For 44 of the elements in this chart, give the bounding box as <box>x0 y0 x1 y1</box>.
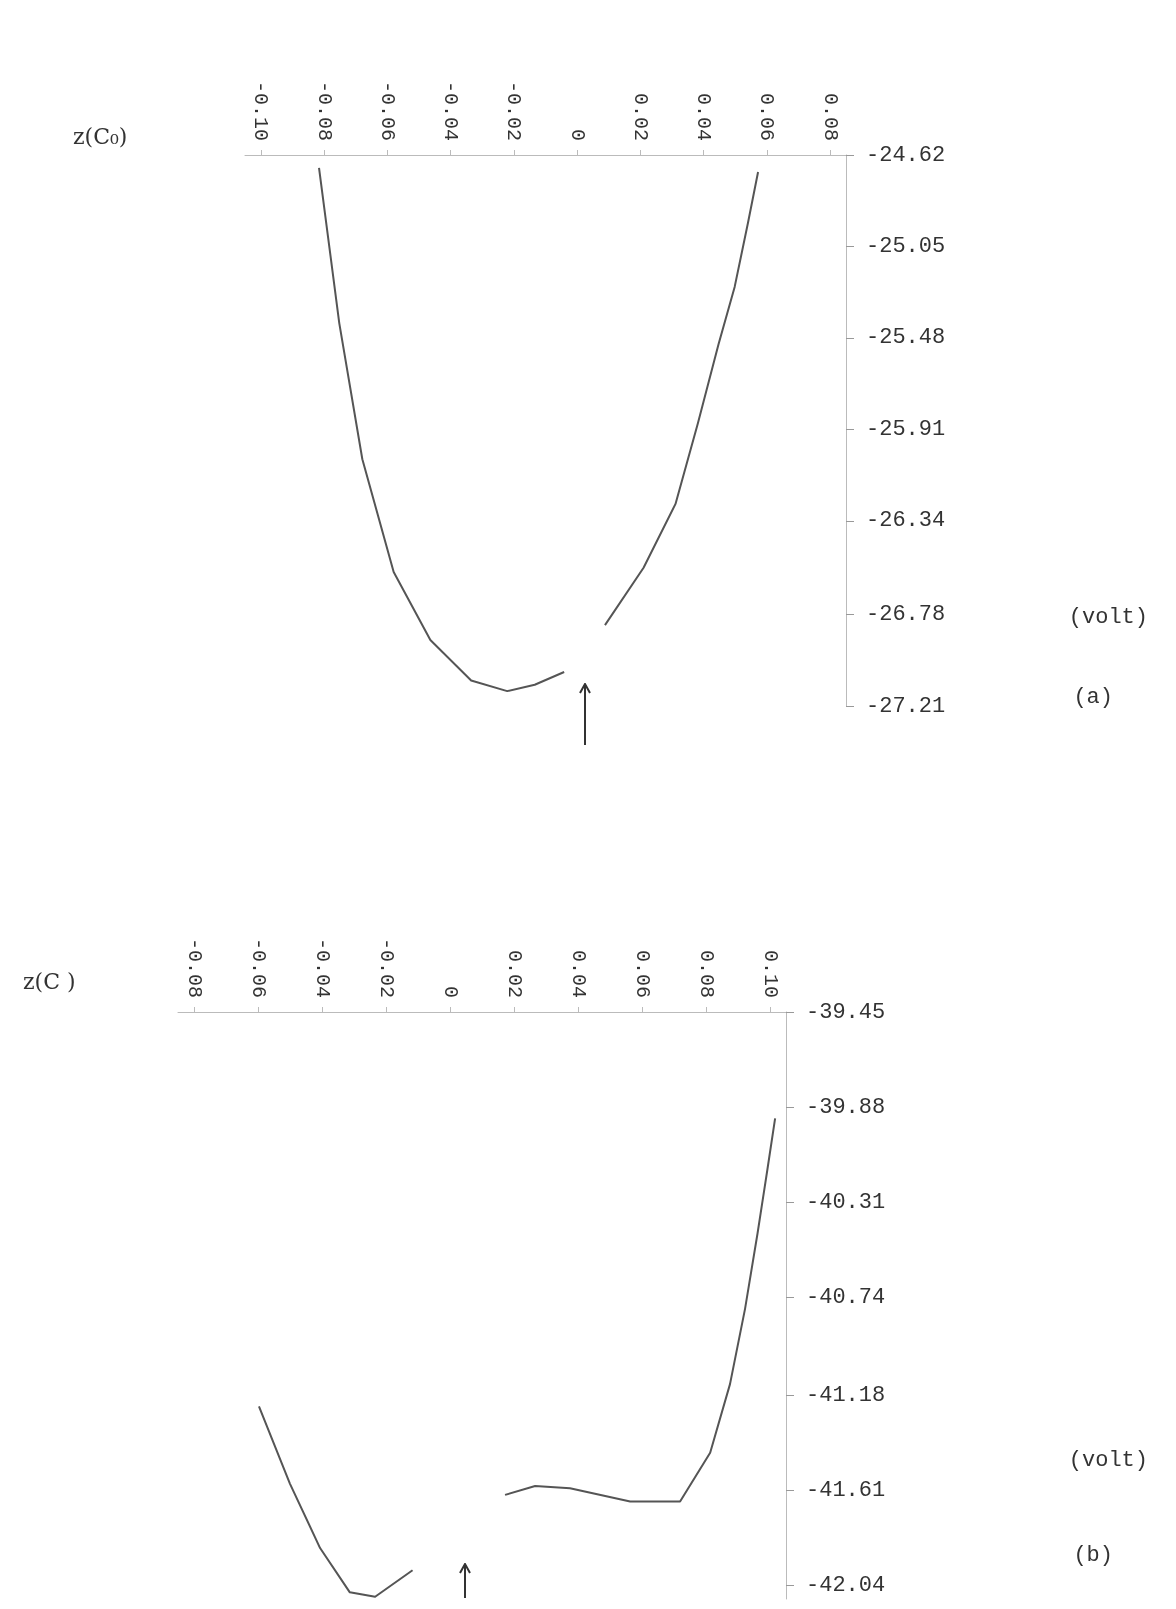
line-series <box>257 1405 414 1598</box>
y-tick-label: -26.34 <box>866 508 946 534</box>
y-tick-label: -42.04 <box>806 1573 886 1599</box>
y-tick-label: -27.21 <box>866 693 946 719</box>
x-tick-label: -0.04 <box>439 80 463 141</box>
x-tick-label: -0.08 <box>182 937 206 998</box>
x-tick-label: -0.02 <box>374 937 398 998</box>
x-tick-label: 0.06 <box>755 92 779 141</box>
line-series <box>504 1117 777 1503</box>
x-tick-label: 0 <box>438 985 462 998</box>
y-tick-label: -26.78 <box>866 602 946 628</box>
x-tick-label: -0.06 <box>375 80 399 141</box>
y-tick-label: -25.05 <box>866 233 946 259</box>
y-tick-label: -24.62 <box>866 142 946 168</box>
x-tick-label: 0 <box>565 128 589 141</box>
y-axis-title: (volt) <box>1068 1447 1149 1473</box>
x-tick-label: -0.10 <box>249 80 273 141</box>
x-tick-label: 0.06 <box>630 949 654 998</box>
y-tick-label: -41.18 <box>806 1382 886 1408</box>
y-tick-label: -25.48 <box>866 325 946 351</box>
y-tick-label: -39.45 <box>806 999 886 1025</box>
chart-title: z(C₀) <box>73 123 128 149</box>
x-tick-label: -0.02 <box>502 80 526 141</box>
chart-title: z(C ) <box>23 968 76 994</box>
x-tick-label: 0.04 <box>692 92 716 141</box>
y-tick-label: -41.61 <box>806 1477 886 1503</box>
x-tick-label: 0.02 <box>502 949 526 998</box>
x-tick-label: 0.08 <box>694 949 718 998</box>
x-tick-label: 0.10 <box>758 949 782 998</box>
x-tick-label: -0.06 <box>246 937 270 998</box>
y-tick-label: -40.74 <box>806 1285 886 1311</box>
line-series <box>318 166 566 693</box>
y-axis-title: (volt) <box>1068 604 1149 630</box>
text: (a) <box>1073 684 1113 710</box>
y-tick-label: -40.31 <box>806 1190 886 1215</box>
x-tick-label: 0.02 <box>628 92 652 141</box>
x-tick-label: -0.08 <box>312 80 336 141</box>
line-series <box>603 171 760 627</box>
x-tick-label: 0.08 <box>818 92 842 141</box>
y-tick-label: -39.88 <box>806 1094 886 1120</box>
text: (b) <box>1073 1542 1113 1568</box>
x-tick-label: 0.04 <box>566 949 590 998</box>
y-tick-label: -25.91 <box>866 416 946 442</box>
x-tick-label: -0.04 <box>310 937 334 998</box>
